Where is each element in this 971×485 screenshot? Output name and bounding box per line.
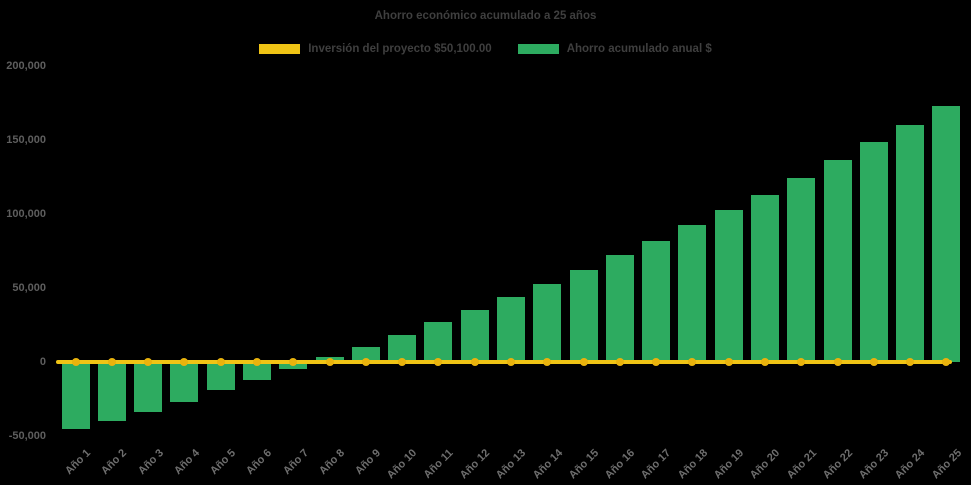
x-axis-category-label: Año 4 xyxy=(171,447,202,478)
bar-ano-23 xyxy=(859,142,888,362)
x-axis-category-label: Año 10 xyxy=(385,447,420,482)
investment-line-marker xyxy=(869,358,878,366)
bar-ano-3 xyxy=(134,362,163,412)
bar-ano-24 xyxy=(896,124,925,362)
x-axis-category-label: Año 21 xyxy=(784,447,819,482)
x-axis-category-label: Año 17 xyxy=(639,447,674,482)
investment-line-marker xyxy=(434,358,443,366)
y-axis-tick-label: 150,000 xyxy=(6,134,46,147)
investment-line-marker xyxy=(652,358,661,366)
x-axis-category-label: Año 9 xyxy=(353,447,384,478)
bar-ano-6 xyxy=(242,362,271,380)
bar-ano-18 xyxy=(678,225,707,362)
investment-line-marker xyxy=(252,358,261,366)
bar-ano-15 xyxy=(569,270,598,362)
y-axis-tick-label: -50,000 xyxy=(8,429,46,442)
y-axis-tick-label: 200,000 xyxy=(6,60,46,73)
bar-ano-11 xyxy=(424,321,453,362)
investment-line-marker xyxy=(144,358,153,366)
investment-line-marker xyxy=(71,358,80,366)
bar-ano-5 xyxy=(206,362,235,390)
investment-line-marker xyxy=(688,358,697,366)
chart-title: Ahorro económico acumulado a 25 años xyxy=(374,10,597,22)
savings-legend-label: Ahorro acumulado anual $ xyxy=(566,43,712,55)
legend: Inversión del proyecto $50,100.00 Ahorro… xyxy=(0,43,971,55)
investment-line-marker xyxy=(942,358,951,366)
x-axis-category-label: Año 19 xyxy=(711,447,747,482)
x-axis-category-label: Año 25 xyxy=(929,447,964,482)
x-axis-category-label: Año 7 xyxy=(280,447,311,478)
bar-ano-19 xyxy=(714,210,743,362)
investment-line-marker xyxy=(180,358,189,366)
investment-line-marker xyxy=(797,358,806,366)
x-axis-category-label: Año 5 xyxy=(208,447,239,478)
bar-ano-9 xyxy=(351,347,380,362)
bar-ano-14 xyxy=(533,283,562,362)
x-axis-category-label: Año 6 xyxy=(244,447,275,478)
investment-line-marker xyxy=(906,358,915,366)
investment-line-marker xyxy=(107,358,116,366)
investment-line-marker xyxy=(470,358,479,366)
investment-line xyxy=(56,360,952,364)
x-axis-category-label: Año 8 xyxy=(316,447,348,478)
y-axis-tick-label: 100,000 xyxy=(6,208,46,221)
investment-line-marker xyxy=(833,358,842,366)
x-axis-category-label: Año 24 xyxy=(893,447,928,482)
investment-line-marker xyxy=(398,358,407,366)
legend-item-investment: Inversión del proyecto $50,100.00 xyxy=(259,43,492,55)
x-axis-category-label: Año 13 xyxy=(494,447,529,482)
x-axis-category-label: Año 22 xyxy=(820,447,856,482)
x-axis-category-label: Año 2 xyxy=(99,447,130,478)
investment-line-marker xyxy=(289,358,298,366)
investment-line-marker xyxy=(579,358,588,366)
bar-ano-21 xyxy=(787,177,816,362)
bar-ano-1 xyxy=(61,362,90,429)
investment-line-marker xyxy=(325,358,334,366)
bar-ano-10 xyxy=(388,334,417,362)
investment-legend-swatch xyxy=(259,44,301,54)
investment-line-marker xyxy=(724,358,733,366)
investment-line-marker xyxy=(615,358,624,366)
savings-legend-swatch xyxy=(517,44,559,54)
investment-line-marker xyxy=(216,358,225,366)
x-axis-category-label: Año 11 xyxy=(421,447,456,481)
bar-ano-20 xyxy=(751,194,779,362)
x-axis-category-label: Año 1 xyxy=(62,447,93,478)
bar-ano-17 xyxy=(642,241,671,362)
x-axis-category-label: Año 18 xyxy=(675,447,710,482)
bar-ano-25 xyxy=(932,105,961,362)
legend-item-savings: Ahorro acumulado anual $ xyxy=(517,43,712,55)
bar-ano-16 xyxy=(605,255,634,362)
investment-line-marker xyxy=(761,358,769,366)
bar-ano-13 xyxy=(496,296,525,362)
y-axis-tick-label: 50,000 xyxy=(12,282,46,295)
x-axis-category-label: Año 12 xyxy=(457,447,493,482)
investment-legend-label: Inversión del proyecto $50,100.00 xyxy=(308,43,492,55)
y-axis-tick-label: 0 xyxy=(39,356,46,368)
x-axis-category-label: Año 20 xyxy=(748,447,783,482)
investment-line-marker xyxy=(361,358,370,366)
investment-line-marker xyxy=(543,358,552,366)
x-axis-category-label: Año 16 xyxy=(602,447,638,482)
x-axis-category-label: Año 23 xyxy=(856,447,892,482)
bar-ano-12 xyxy=(460,309,489,362)
bar-ano-4 xyxy=(170,362,199,402)
x-axis-category-label: Año 3 xyxy=(135,447,166,478)
bar-ano-22 xyxy=(823,160,852,362)
investment-line-marker xyxy=(506,358,515,366)
bar-ano-2 xyxy=(97,362,126,422)
x-axis-category-label: Año 14 xyxy=(530,447,565,482)
x-axis-category-label: Año 15 xyxy=(566,447,602,482)
